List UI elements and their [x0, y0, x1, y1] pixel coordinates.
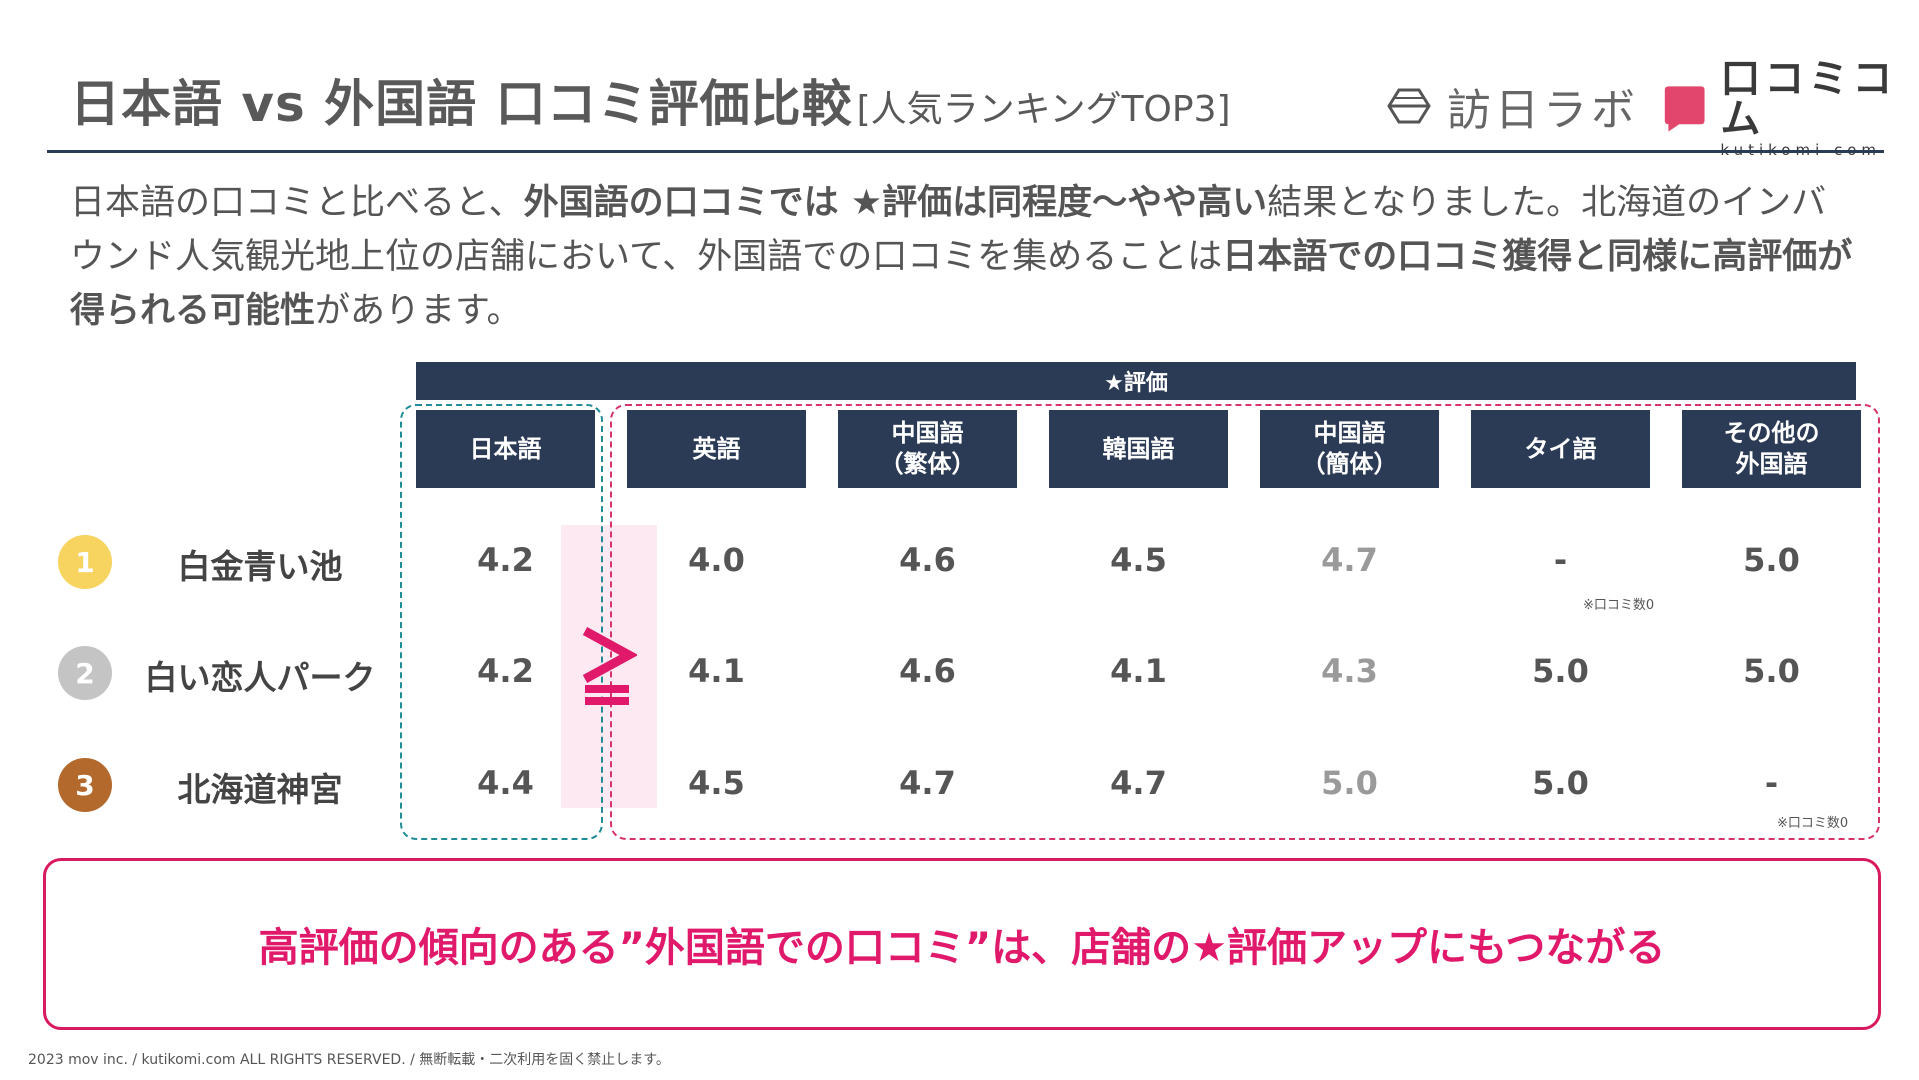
column-header-6: その他の 外国語 — [1682, 410, 1861, 488]
column-header-0: 日本語 — [416, 410, 595, 488]
intro-text-1: 日本語の口コミと比べると、 — [70, 183, 524, 223]
rank-badge-2: 2 — [58, 646, 112, 700]
place-name: 白金青い池 — [177, 547, 343, 586]
foreign-columns-frame — [610, 404, 1880, 840]
rating-value: 5.0 — [1321, 764, 1378, 802]
rating-value: 5.0 — [1532, 764, 1589, 802]
rating-value: 4.2 — [477, 541, 534, 579]
rating-value: 5.0 — [1532, 652, 1589, 690]
rating-value: 4.3 — [1321, 652, 1378, 690]
rating-value: 4.5 — [688, 764, 745, 802]
place-name: 北海道神宮 — [177, 770, 343, 809]
page-title: 日本語 vs 外国語 口コミ評価比較 — [70, 75, 853, 133]
rating-value: 4.2 — [477, 652, 534, 690]
rating-value: 5.0 — [1743, 652, 1800, 690]
japanese-column-frame — [400, 404, 603, 840]
rank-badge-3: 3 — [58, 758, 112, 812]
column-header-4: 中国語 （簡体） — [1260, 410, 1439, 488]
column-header-1: 英語 — [627, 410, 806, 488]
conclusion-text: 高評価の傾向のある”外国語での口コミ”は、店舗の★評価アップにもつながる — [258, 925, 1666, 971]
intro-emphasis-1: 外国語の口コミでは ★評価は同程度〜やや高い — [523, 183, 1268, 223]
title-block: 日本語 vs 外国語 口コミ評価比較 [人気ランキングTOP3] — [70, 66, 1231, 136]
rating-value: - — [1553, 541, 1568, 579]
column-header-5: タイ語 — [1471, 410, 1650, 488]
kutikomi-logo-text: 口コミコム — [1720, 55, 1897, 142]
honichi-lab-logo-icon — [1387, 88, 1431, 124]
page-subtitle: [人気ランキングTOP3] — [856, 89, 1231, 130]
rank-badge-1: 1 — [58, 535, 112, 589]
place-name: 白い恋人パーク — [144, 658, 376, 697]
rating-value: 4.7 — [899, 764, 956, 802]
zero-review-note: ※口コミ数0 — [1777, 816, 1849, 831]
intro-text-3: があります。 — [315, 291, 522, 331]
kutikomi-logo-subtext: kutikomi com — [1720, 142, 1919, 158]
header-divider — [47, 150, 1884, 153]
intro-text-2: 結果となりました。北海道のインバウンド人気観光地上位の店舗において、外国語での口… — [70, 183, 1827, 277]
rating-value: - — [1764, 764, 1779, 802]
rating-value: 5.0 — [1743, 541, 1800, 579]
column-header-2: 中国語 （繁体） — [838, 410, 1017, 488]
rating-value: 4.6 — [899, 652, 956, 690]
column-header-3: 韓国語 — [1049, 410, 1228, 488]
honichi-lab-logo-text: 訪日ラボ — [1447, 85, 1639, 136]
intro-paragraph: 日本語の口コミと比べると、外国語の口コミでは ★評価は同程度〜やや高い結果となり… — [70, 176, 1860, 338]
rating-value: 4.6 — [899, 541, 956, 579]
footer-copyright: 2023 mov inc. / kutikomi.com ALL RIGHTS … — [28, 1052, 670, 1068]
rating-value: 4.1 — [688, 652, 745, 690]
rating-value: 4.5 — [1110, 541, 1167, 579]
star-rating-group-header: ★評価 — [416, 362, 1856, 400]
rating-value: 4.1 — [1110, 652, 1167, 690]
kutikomi-speech-bubble-icon — [1664, 86, 1705, 132]
conclusion-box: 高評価の傾向のある”外国語での口コミ”は、店舗の★評価アップにもつながる — [43, 858, 1881, 1030]
zero-review-note: ※口コミ数0 — [1583, 598, 1655, 613]
rating-value: 4.4 — [477, 764, 534, 802]
kutikomi-logo: 口コミコム kutikomi com — [1663, 59, 1919, 157]
rating-value: 4.0 — [688, 541, 745, 579]
rating-value: 4.7 — [1110, 764, 1167, 802]
less-than-or-equal-sign — [582, 627, 637, 705]
honichi-lab-logo: 訪日ラボ — [1385, 76, 1639, 136]
intro-emphasis-2: 日本語での口コミ獲得と同様に高評価が得られる可能性 — [70, 237, 1853, 331]
rating-value: 4.7 — [1321, 541, 1378, 579]
